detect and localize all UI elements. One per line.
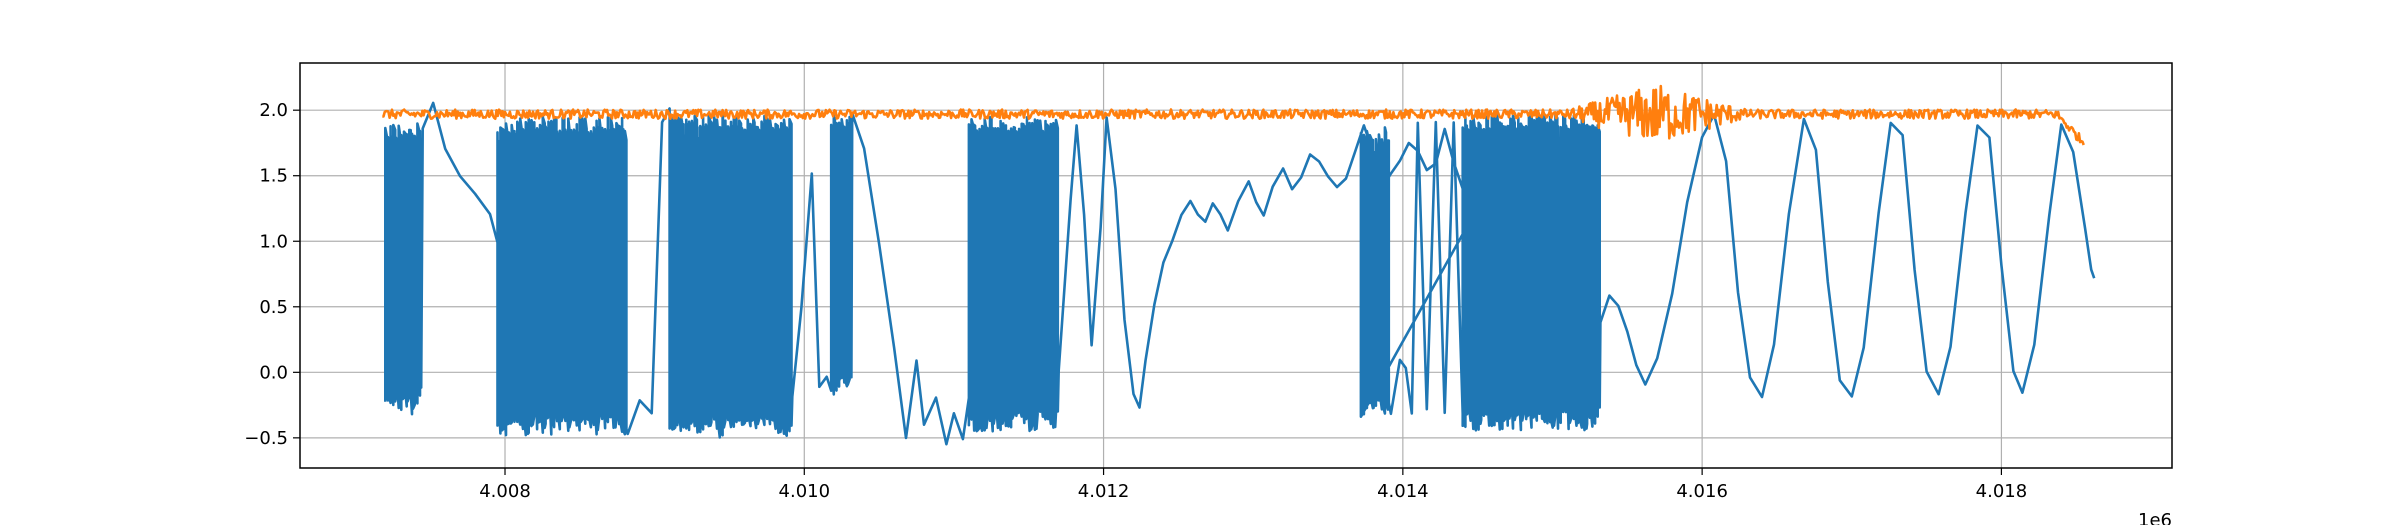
y-tick-label: −0.5 bbox=[244, 428, 288, 449]
x-tick-label: 4.012 bbox=[1078, 481, 1130, 502]
x-tick-label: 4.018 bbox=[1976, 481, 2028, 502]
y-tick-label: 0.0 bbox=[259, 362, 288, 383]
y-tick-label: 1.0 bbox=[259, 231, 288, 252]
plot-frame bbox=[299, 62, 2173, 469]
y-tick-label: 2.0 bbox=[259, 100, 288, 121]
x-tick-label: 4.008 bbox=[479, 481, 531, 502]
x-tick-label: 4.010 bbox=[779, 481, 831, 502]
y-axis: −0.5 0.0 0.5 1.0 1.5 2.0 bbox=[244, 100, 300, 449]
x-tick-label: 4.014 bbox=[1377, 481, 1429, 502]
x-axis: 4.008 4.010 4.012 4.014 4.016 4.018 bbox=[479, 468, 2027, 502]
series-1-line bbox=[384, 101, 2096, 446]
x-tick-label: 4.016 bbox=[1676, 481, 1728, 502]
y-tick-label: 1.5 bbox=[259, 166, 288, 187]
series-2-line bbox=[382, 84, 2085, 146]
y-tick-label: 0.5 bbox=[259, 297, 288, 318]
plot-area bbox=[382, 84, 2096, 446]
x-axis-offset-label: 1e6 bbox=[2138, 510, 2172, 525]
